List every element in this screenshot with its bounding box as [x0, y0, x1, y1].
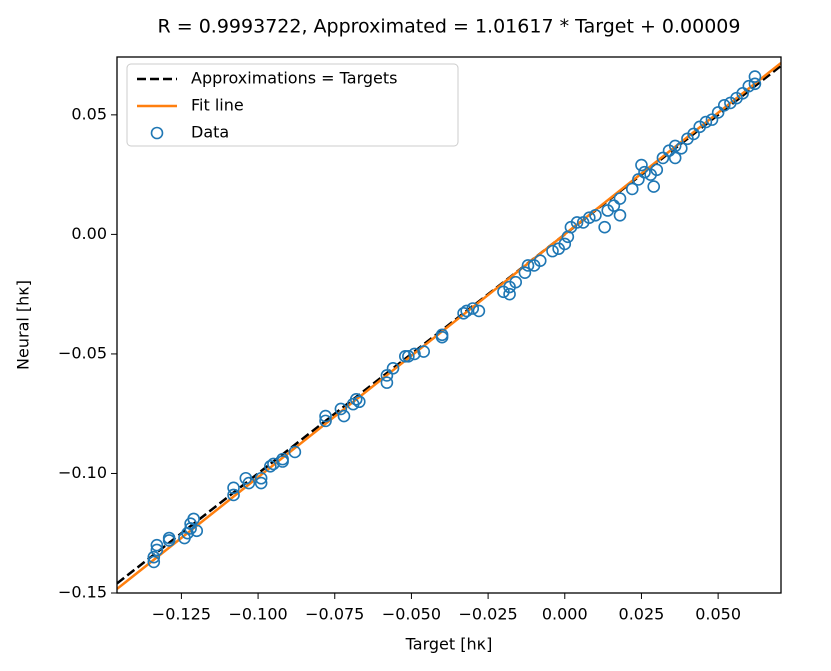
data-point — [656, 151, 670, 165]
legend: Approximations = Targets Fit line Data — [126, 63, 459, 147]
legend-swatch — [150, 126, 164, 140]
data-point — [509, 275, 523, 289]
x-tick-label: −0.075 — [305, 605, 364, 624]
data-point — [647, 180, 661, 193]
data-point — [638, 165, 651, 179]
data-point — [742, 79, 756, 93]
x-tick-label: −0.125 — [152, 605, 211, 624]
data-point — [717, 98, 731, 112]
data-point — [699, 115, 713, 129]
x-tick-label: 0.025 — [619, 605, 665, 624]
data-point — [264, 459, 277, 473]
data-point — [533, 254, 547, 267]
data-point — [466, 302, 480, 315]
data-point — [632, 173, 645, 186]
x-tick-label: −0.100 — [228, 605, 287, 624]
data-point — [380, 376, 394, 389]
data-point — [705, 113, 719, 126]
data-point — [748, 77, 762, 91]
x-axis-label: Target [hκ] — [405, 635, 493, 654]
data-point — [227, 481, 240, 495]
legend-label: Fit line — [191, 96, 244, 115]
data-point — [687, 127, 700, 141]
data-point — [254, 471, 268, 485]
data-point — [736, 87, 749, 100]
data-point — [147, 550, 161, 564]
data-point — [380, 369, 394, 382]
data-point — [187, 512, 200, 526]
series-line — [117, 61, 781, 590]
data-point — [150, 538, 164, 552]
y-tick-label: 0.00 — [71, 224, 107, 243]
data-point — [162, 534, 176, 547]
x-tick-label: −0.025 — [458, 605, 517, 624]
data-point — [748, 70, 762, 83]
legend-frame — [126, 63, 459, 147]
data-point — [613, 208, 627, 222]
data-point — [625, 182, 639, 196]
data-point — [583, 211, 596, 224]
data-point — [635, 158, 648, 172]
y-tick-label: −0.15 — [58, 583, 107, 602]
data-point — [460, 304, 473, 318]
data-point — [675, 142, 688, 155]
data-point — [417, 345, 430, 358]
data-point — [518, 266, 532, 279]
data-point — [598, 220, 611, 234]
data-point — [503, 287, 516, 301]
x-tick-label: −0.050 — [382, 605, 441, 624]
chart-title: R = 0.9993722, Approximated = 1.01617 * … — [158, 16, 741, 38]
data-point — [276, 452, 289, 466]
plot-area — [117, 61, 781, 590]
y-tick-label: 0.05 — [71, 104, 107, 123]
data-point — [150, 543, 164, 557]
data-point — [227, 488, 240, 502]
data-point — [558, 237, 572, 251]
data-point — [613, 192, 627, 205]
data-point — [190, 524, 204, 538]
data-point — [668, 151, 682, 165]
x-tick-label: 0.050 — [695, 605, 741, 624]
plot-frame — [116, 56, 782, 594]
data-point — [668, 139, 682, 153]
data-point — [435, 330, 449, 344]
data-point — [288, 445, 302, 459]
data-point — [386, 361, 400, 375]
data-point — [352, 395, 366, 409]
data-point — [147, 555, 161, 569]
legend-label: Data — [191, 123, 229, 142]
data-point — [521, 259, 535, 272]
data-point — [570, 216, 584, 229]
x-tick-label: 0.000 — [542, 605, 588, 624]
data-point — [337, 409, 351, 423]
data-point — [408, 347, 421, 361]
data-point — [650, 163, 664, 177]
data-point — [334, 402, 348, 416]
data-point — [546, 244, 559, 258]
y-tick-label: −0.10 — [58, 463, 107, 482]
data-point — [319, 409, 332, 423]
data-point — [607, 199, 621, 213]
data-point — [589, 208, 602, 222]
data-point — [242, 476, 256, 490]
data-point — [349, 393, 363, 406]
data-point — [402, 350, 415, 363]
y-tick-label: −0.05 — [58, 343, 107, 362]
legend-label: Approximations = Targets — [191, 69, 397, 88]
y-axis-label: Neural [hκ] — [14, 280, 33, 370]
data-point — [472, 304, 486, 318]
data-point — [711, 106, 725, 119]
data-point — [254, 476, 268, 490]
data-point — [319, 414, 332, 428]
